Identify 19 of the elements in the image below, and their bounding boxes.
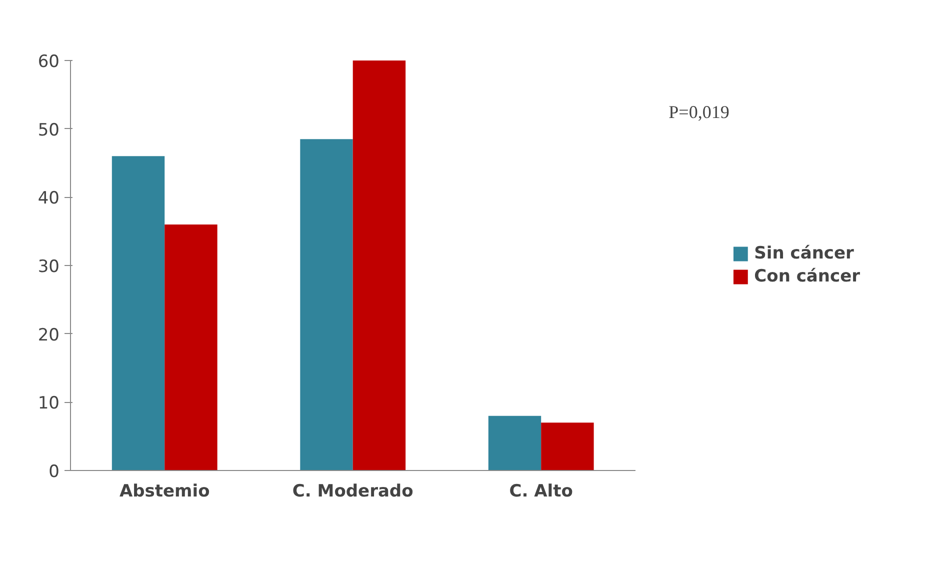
y-tick-label: 0 bbox=[48, 462, 60, 482]
bar bbox=[164, 224, 218, 470]
bar bbox=[300, 139, 353, 470]
x-tick-label: Abstemio bbox=[119, 482, 210, 502]
legend-label: Con cáncer bbox=[754, 266, 860, 286]
bar bbox=[112, 156, 165, 470]
bar bbox=[352, 60, 406, 470]
y-tick-label: 50 bbox=[38, 120, 60, 140]
x-tick-label: C. Alto bbox=[509, 482, 573, 502]
y-tick-label: 10 bbox=[38, 394, 60, 414]
legend-label: Sin cáncer bbox=[754, 244, 854, 264]
y-tick-label: 30 bbox=[38, 257, 60, 277]
y-tick-label: 20 bbox=[38, 325, 60, 346]
bar bbox=[541, 422, 594, 470]
text: P=0,019 bbox=[668, 102, 730, 122]
y-tick-label: 40 bbox=[38, 188, 60, 209]
bar bbox=[488, 416, 542, 470]
y-tick-label: 60 bbox=[38, 52, 60, 72]
x-tick-label: C. Moderado bbox=[292, 482, 414, 502]
